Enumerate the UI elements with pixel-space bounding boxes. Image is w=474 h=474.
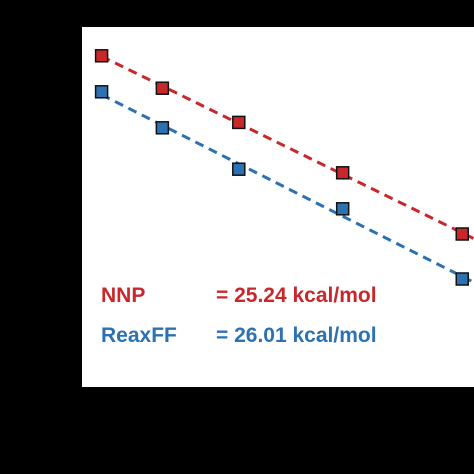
data-point-nnp-1	[94, 49, 109, 63]
data-point-reaxff-2	[155, 121, 170, 135]
data-point-nnp-3	[232, 115, 246, 130]
series-line-nnp	[100, 55, 474, 240]
legend-value-nnp: = 25.24 kcal/mol	[216, 284, 377, 307]
series-markers	[94, 49, 469, 286]
series-lines	[100, 55, 474, 284]
data-point-reaxff-3	[232, 162, 246, 176]
legend-label-reaxff: ReaxFF	[101, 324, 177, 347]
data-point-nnp-2	[155, 81, 170, 95]
data-point-nnp-4	[335, 166, 350, 180]
data-point-reaxff-4	[335, 202, 350, 216]
legend: NNP = 25.24 kcal/mol ReaxFF = 26.01 kcal…	[101, 284, 377, 347]
series-line-reaxff	[100, 93, 474, 284]
data-point-reaxff-5	[455, 272, 469, 286]
plot-area	[82, 27, 474, 387]
data-point-nnp-5	[455, 227, 469, 241]
legend-value-reaxff: = 26.01 kcal/mol	[216, 324, 377, 347]
data-point-reaxff-1	[94, 85, 109, 99]
legend-label-nnp: NNP	[101, 284, 145, 307]
